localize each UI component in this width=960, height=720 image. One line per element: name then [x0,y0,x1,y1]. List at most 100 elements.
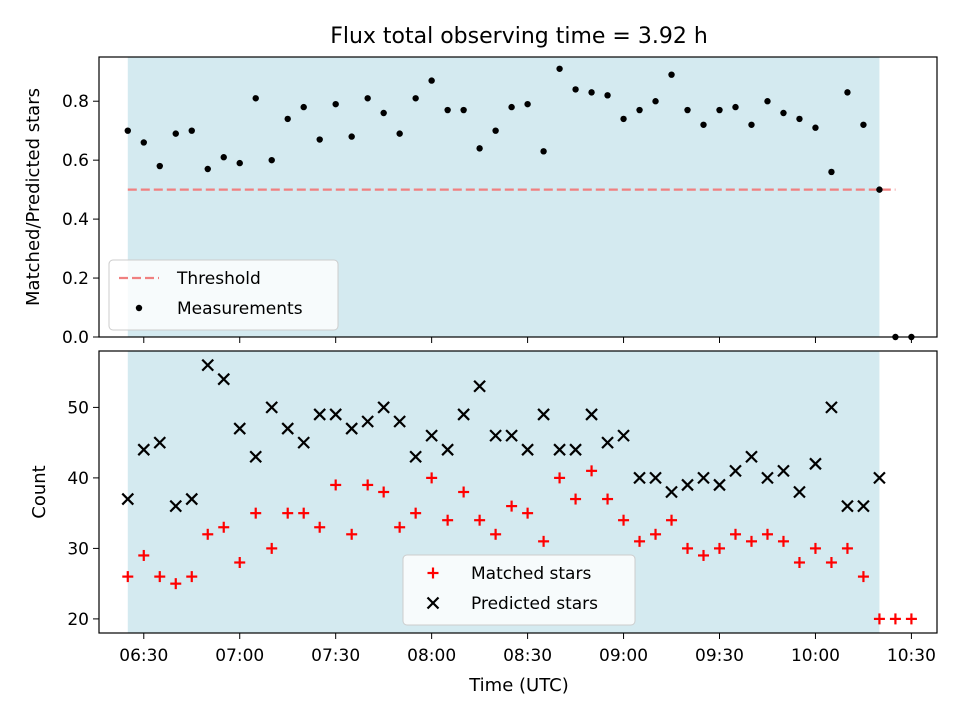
predicted-star-marker [281,422,294,435]
predicted-star-marker [361,415,374,428]
matched-star-marker [729,528,741,540]
legend-matched-swatch [427,567,439,579]
measurement-point [428,77,435,84]
predicted-star-marker [745,450,758,464]
measurement-point [540,148,547,155]
matched-star-marker [634,535,646,547]
measurement-point [300,103,307,111]
predicted-star-marker [329,408,342,421]
measurement-point [780,109,787,117]
matched-star-marker [905,613,917,625]
predicted-star-marker [857,499,870,513]
matched-star-marker [618,514,630,526]
bottom-plot-frame [98,350,938,634]
predicted-star-marker [457,408,470,421]
predicted-star-marker [521,443,534,456]
matched-star-marker [554,472,566,484]
x-tick-label: 07:00 [215,646,264,666]
matched-star-marker [570,493,582,505]
measurement-point [268,156,275,164]
measurement-point [588,89,595,96]
predicted-star-marker [697,471,710,485]
measurement-point [636,106,643,114]
measurement-point [364,95,371,102]
measurement-point [188,127,195,134]
matched-star-marker [761,528,773,540]
matched-star-marker [314,521,326,533]
measurement-point [396,130,403,137]
measurement-point [668,71,675,78]
measurement-point [252,95,259,102]
matched-star-marker [218,521,230,533]
x-tick-label: 08:30 [503,646,552,666]
matched-star-marker [442,514,454,526]
x-tick-label: 10:00 [791,646,840,666]
predicted-star-marker [873,471,886,485]
top-panel: 0.00.20.40.60.8 Matched/Predicted stars … [23,56,938,348]
predicted-star-marker [137,443,151,456]
measurement-point [812,124,819,131]
bottom-y-tick-label: 20 [67,610,89,630]
legend-label: Measurements [177,299,303,319]
predicted-star-marker [585,408,598,421]
matched-star-marker [458,486,470,498]
matched-star-marker [873,613,885,625]
predicted-star-marker [409,450,422,464]
measurement-point [764,98,771,105]
top-plot-frame [98,56,938,338]
predicted-star-marker [233,422,247,435]
predicted-star-marker [185,492,199,506]
legend-label: Threshold [176,269,261,289]
measurement-point [348,133,355,140]
measurement-point [220,154,227,161]
matched-star-marker [666,514,678,526]
predicted-star-marker [665,485,678,499]
predicted-star-marker [169,499,183,513]
matched-star-marker [362,479,374,491]
top-y-tick-label: 0.6 [62,151,89,171]
bottom-legend [402,554,636,626]
legend-label: Matched stars [471,564,591,584]
top-legend [108,259,339,331]
predicted-star-marker [505,429,518,442]
predicted-star-marker [313,408,326,421]
predicted-star-marker [121,492,135,506]
predicted-star-marker [345,422,358,435]
predicted-star-marker [569,443,582,456]
predicted-star-marker [473,379,486,393]
matched-star-marker [538,535,550,547]
predicted-star-marker [425,429,438,442]
legend-label: Predicted stars [471,594,598,614]
matched-star-marker [841,542,853,554]
legend-predicted-swatch [426,596,440,610]
matched-star-marker [154,571,166,583]
matched-star-marker [426,472,438,484]
x-tick-label: 09:30 [695,646,744,666]
matched-star-marker [346,528,358,540]
measurement-point [572,86,579,93]
matched-star-marker [522,507,534,519]
predicted-star-marker [681,478,694,492]
measurement-point [604,92,611,99]
predicted-star-marker [777,464,790,478]
predicted-star-marker [649,471,662,485]
legend-measurement-swatch [135,304,143,312]
predicted-star-marker [809,457,822,471]
predicted-star-marker [825,401,838,414]
measurement-point [732,103,739,111]
matched-star-marker [170,578,182,590]
measurement-point [156,162,163,170]
top-y-tick-label: 0.2 [62,269,89,289]
measurement-point [444,106,451,114]
matched-star-marker [777,535,789,547]
top-y-tick-label: 0.8 [62,92,89,112]
measurement-point [748,121,755,128]
matched-star-marker [857,571,869,583]
predicted-star-marker [713,478,726,492]
predicted-star-marker [553,443,566,456]
x-tick-label: 06:30 [119,646,168,666]
matched-star-marker [714,542,726,554]
matched-star-marker [474,514,486,526]
bottom-panel: 20 30 40 50 06:30 07:00 07:30 08:00 08:30 09:00 09… [29,350,938,666]
measurement-point [284,115,291,123]
